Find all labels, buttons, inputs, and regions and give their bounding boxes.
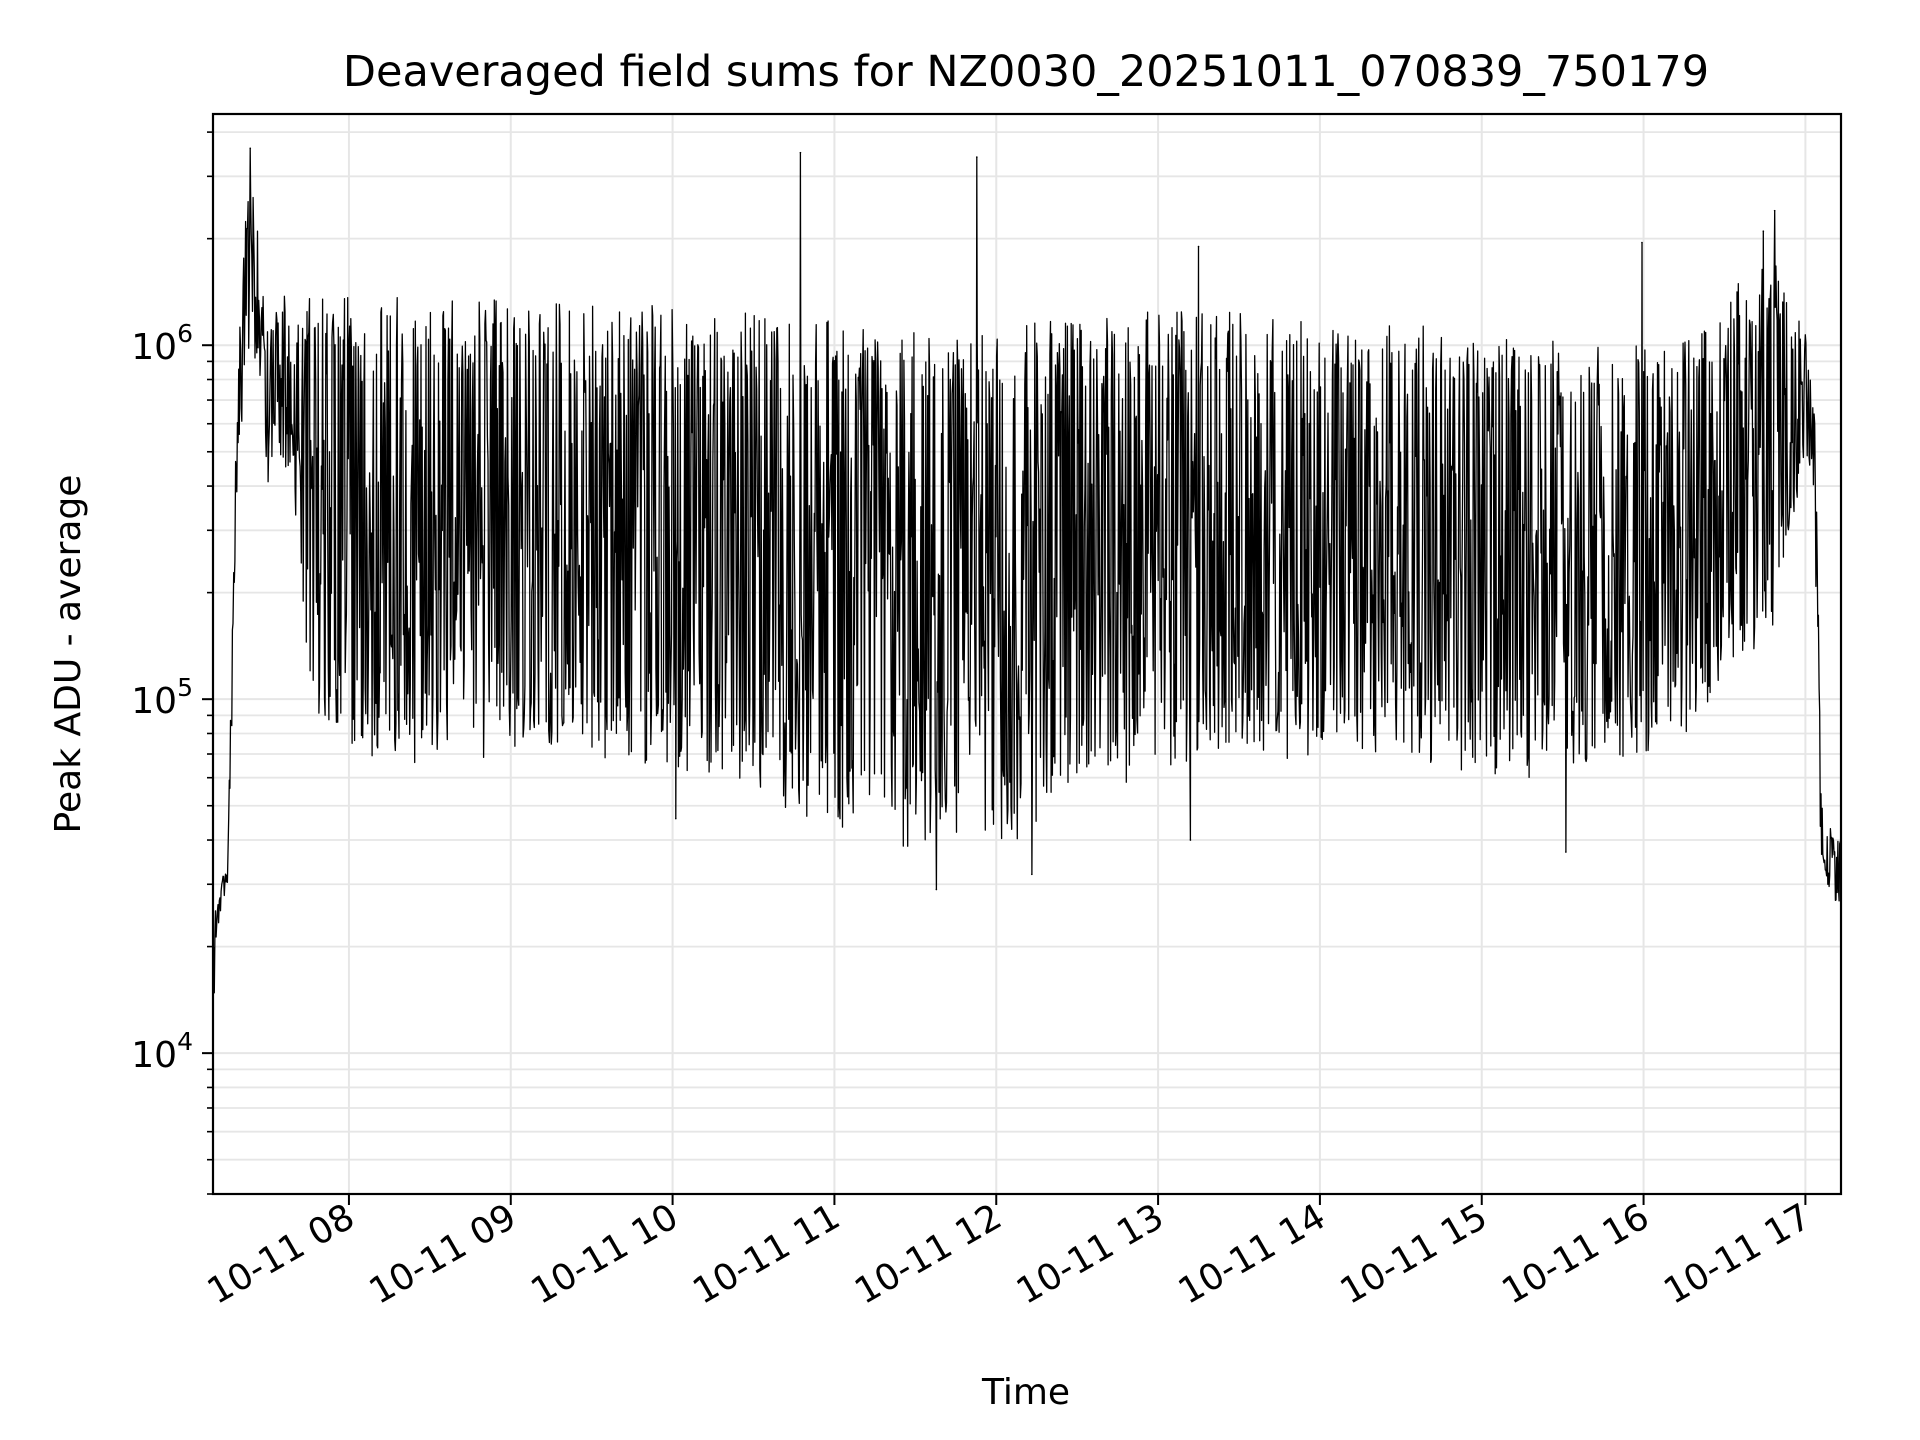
y-axis-label: Peak ADU - average <box>48 475 89 834</box>
x-tick-label: 10-11 13 <box>1010 1196 1171 1312</box>
x-tick-label: 10-11 11 <box>686 1196 847 1312</box>
spike-point <box>1189 839 1192 841</box>
y-tick-label: 106 <box>131 319 193 368</box>
spike-point <box>1031 873 1033 876</box>
chart-title: Deaveraged field sums for NZ0030_2025101… <box>343 47 1709 97</box>
x-tick-label: 10-11 12 <box>848 1196 1009 1312</box>
x-axis: 10-11 08 10-11 09 10-11 10 10-11 11 10-11 12… <box>201 1194 1818 1313</box>
plot-frame <box>211 112 1843 1196</box>
spike-point <box>1641 241 1643 244</box>
data-series <box>212 147 1842 994</box>
y-tick-base: 10 <box>131 1035 177 1076</box>
y-tick-label: 105 <box>131 673 193 722</box>
spike-point <box>249 147 252 150</box>
y-tick-exponent: 6 <box>177 319 193 348</box>
x-tick-label: 10-11 09 <box>363 1196 524 1312</box>
x-tick-label: 10-11 14 <box>1172 1196 1333 1312</box>
spike-point <box>976 156 978 158</box>
spike-point <box>1773 209 1776 212</box>
x-axis-label: Time <box>981 1372 1070 1413</box>
y-tick-exponent: 4 <box>177 1027 193 1056</box>
x-tick-label: 10-11 10 <box>524 1196 685 1312</box>
spike-point <box>799 151 802 154</box>
x-tick-label: 10-11 16 <box>1495 1196 1656 1312</box>
y-tick-base: 10 <box>131 327 177 368</box>
y-tick-base: 10 <box>131 681 177 722</box>
spike-point <box>1197 245 1200 248</box>
spike-point <box>1762 230 1765 232</box>
grid <box>213 114 1841 1195</box>
y-tick-label: 104 <box>131 1027 193 1076</box>
x-tick-label: 10-11 08 <box>201 1196 362 1312</box>
spike-point <box>675 817 677 820</box>
series-line <box>212 147 1842 994</box>
x-tick-label: 10-11 17 <box>1657 1196 1818 1312</box>
y-tick-exponent: 5 <box>177 673 193 702</box>
spike-point <box>1565 851 1567 853</box>
x-tick-label: 10-11 15 <box>1334 1196 1495 1312</box>
spike-point <box>935 888 938 891</box>
